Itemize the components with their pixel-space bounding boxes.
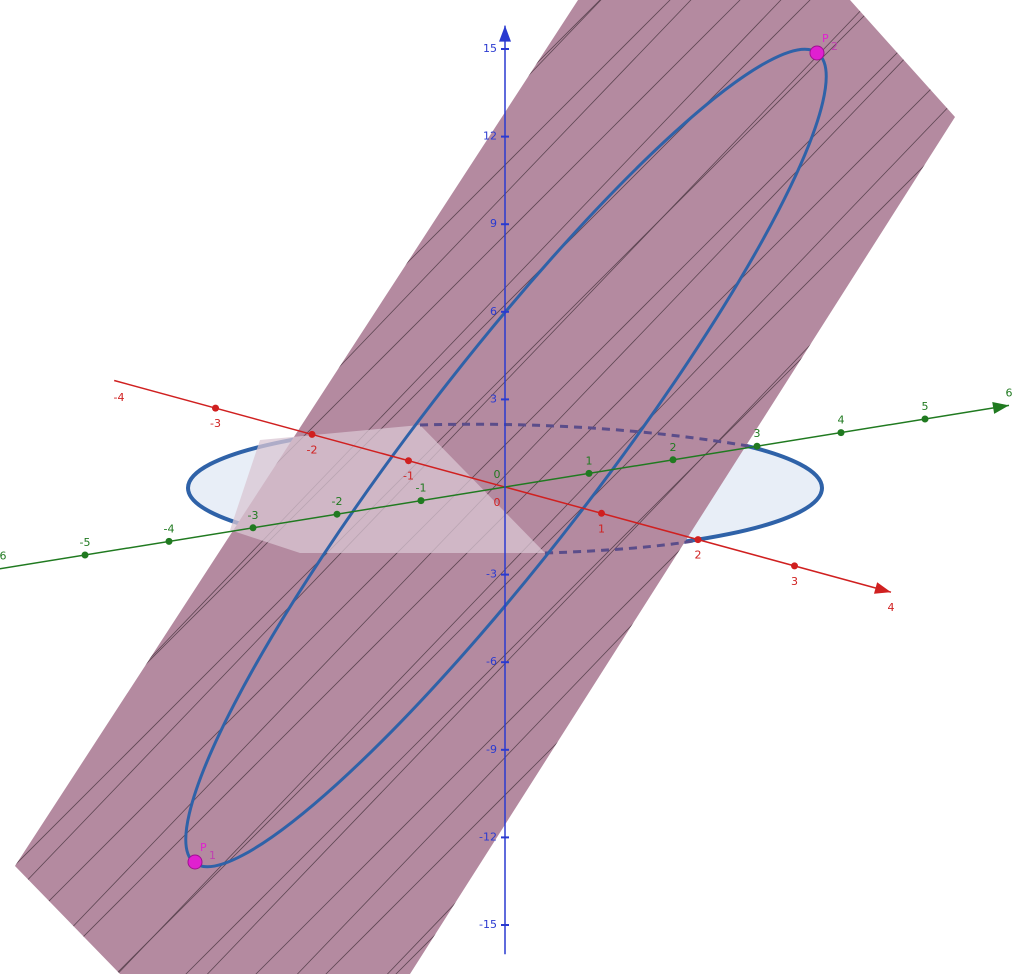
x-tick — [212, 404, 219, 412]
x-tick — [405, 457, 412, 465]
y-tick-label: 1 — [586, 454, 593, 467]
z-tick-label: -3 — [486, 568, 497, 581]
plane-grid-line — [939, 0, 955, 974]
plane-surface — [15, 0, 955, 974]
x-tick-label: 4 — [888, 601, 895, 614]
x-axis — [113, 379, 892, 593]
x-tick-label: 3 — [791, 575, 798, 588]
plane-grid-line — [1000, 0, 1018, 974]
z-tick-label: -15 — [479, 918, 497, 931]
y-tick-label: -6 — [0, 550, 6, 563]
x-tick-label: 0 — [494, 496, 501, 509]
y-tick — [585, 469, 593, 477]
z-tick-label: -9 — [486, 743, 497, 756]
x-tick-label: -1 — [403, 470, 414, 483]
z-tick-label: 6 — [490, 305, 497, 318]
point-label-index: 2 — [831, 40, 838, 53]
x-tick-label: -4 — [114, 391, 125, 404]
x-tick-label: -3 — [210, 417, 221, 430]
z-tick-label: 3 — [490, 392, 497, 405]
y-tick-label: -1 — [416, 482, 427, 495]
z-tick-label: 15 — [483, 42, 497, 55]
y-tick — [837, 429, 845, 437]
axes: -4-3-2-101234-6-5-4-3-2-10123456-15-12-9… — [0, 25, 1013, 955]
point — [809, 45, 825, 61]
y-tick — [81, 551, 89, 559]
x-axis-arrow — [873, 582, 891, 594]
x-tick-label: 2 — [695, 549, 702, 562]
y-tick — [333, 510, 341, 518]
z-tick-label: 9 — [490, 217, 497, 230]
point — [187, 854, 203, 870]
point-label-index: 1 — [209, 849, 216, 862]
hidden-edge — [419, 422, 761, 450]
y-tick-label: 0 — [494, 468, 501, 481]
x-tick — [308, 430, 316, 438]
y-tick-label: 3 — [754, 427, 761, 440]
x-tick-label: -2 — [307, 443, 318, 456]
y-tick-label: 4 — [838, 414, 845, 427]
y-tick — [669, 456, 677, 464]
y-tick — [753, 442, 761, 450]
y-tick-label: 6 — [1006, 386, 1013, 399]
x-tick — [791, 562, 798, 570]
point-label: P — [822, 32, 829, 45]
z-tick-label: 12 — [483, 130, 497, 143]
z-tick-label: -12 — [479, 830, 497, 843]
point-label: P — [200, 841, 207, 854]
y-tick — [921, 415, 929, 423]
y-tick-label: -5 — [80, 536, 91, 549]
z-tick-label: -6 — [486, 655, 497, 668]
plane-grid-line — [15, 0, 21, 974]
y-tick — [165, 537, 173, 545]
x-tick-label: 1 — [598, 522, 605, 535]
y-tick-label: 5 — [922, 400, 929, 413]
y-tick-label: -3 — [248, 509, 259, 522]
x-tick — [598, 509, 605, 517]
x-tick — [694, 536, 702, 544]
z-axis-arrow — [499, 25, 511, 42]
plane-grid-line — [1010, 0, 1018, 974]
y-tick — [249, 524, 257, 532]
y-tick — [417, 497, 425, 505]
hidden-edge — [544, 538, 701, 555]
inner-region — [230, 425, 545, 553]
y-axis-arrow — [992, 402, 1009, 414]
y-tick-label: 2 — [670, 441, 677, 454]
y-tick-label: -4 — [164, 522, 175, 535]
y-tick-label: -2 — [332, 495, 343, 508]
